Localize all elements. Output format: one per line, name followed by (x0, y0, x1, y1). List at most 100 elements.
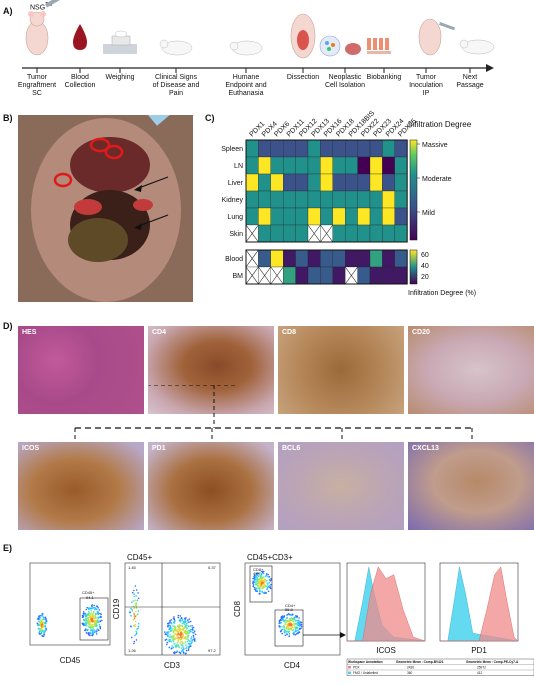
dissection-photo-drawing (18, 115, 193, 302)
event-dot (177, 614, 180, 617)
event-dot (89, 625, 91, 628)
event-dot (185, 647, 187, 650)
heatmap-cell (369, 156, 383, 175)
event-dot (94, 608, 96, 611)
event-dot (252, 577, 254, 580)
heatmap-cell (357, 249, 371, 268)
row-label: Kidney (222, 197, 244, 204)
event-dot (185, 628, 188, 630)
event-dot (193, 638, 195, 640)
event-dot (97, 613, 100, 616)
event-dot (288, 630, 290, 633)
event-dot (42, 632, 45, 634)
legend-level-label: Massive (422, 142, 448, 149)
event-dot (98, 629, 100, 631)
event-dot (286, 626, 288, 628)
event-dot (287, 613, 290, 615)
event-dot (168, 636, 171, 638)
event-dot (137, 610, 140, 612)
event-dot (168, 624, 170, 626)
event-dot (135, 603, 137, 606)
event-dot (299, 621, 302, 623)
next-passage-mouse-icon (459, 39, 495, 55)
event-dot (252, 580, 254, 583)
event-dot (180, 638, 183, 640)
plot-title: CD45+CD3+ (247, 553, 293, 562)
event-dot (171, 628, 173, 630)
event-dot (281, 619, 284, 621)
event-dot (86, 606, 88, 609)
event-dot (41, 614, 43, 617)
event-dot (132, 625, 135, 627)
event-dot (134, 585, 137, 587)
event-dot (86, 629, 89, 632)
event-dot (286, 614, 288, 616)
event-dot (131, 601, 133, 604)
heatmap-cell (320, 249, 333, 268)
event-dot (181, 628, 183, 631)
event-dot (94, 619, 96, 622)
event-dot (181, 649, 184, 651)
event-dot (84, 615, 87, 618)
heatmap-cell (332, 249, 346, 268)
heatmap-cell (345, 173, 358, 192)
event-dot (135, 589, 138, 591)
event-dot (96, 628, 99, 631)
heatmap-cell (283, 173, 296, 192)
heatmap-cell (258, 224, 271, 243)
event-dot (184, 631, 186, 633)
event-dot (254, 581, 256, 583)
heatmap-cell (382, 266, 395, 285)
event-dot (255, 575, 258, 577)
event-dot (40, 627, 42, 630)
event-dot (94, 621, 97, 623)
event-dot (169, 621, 171, 623)
event-dot (89, 627, 92, 629)
event-dot (252, 584, 255, 586)
event-dot (255, 572, 258, 575)
event-dot (90, 623, 92, 625)
micrograph-pd1: PD1 (148, 442, 274, 530)
event-dot (171, 635, 174, 638)
event-dot (190, 629, 192, 631)
event-dot (259, 589, 261, 591)
event-dot (286, 620, 289, 623)
event-dot (92, 616, 94, 619)
heatmap-cell (258, 173, 271, 192)
event-dot (135, 607, 138, 609)
event-dot (166, 641, 169, 644)
event-dot (93, 621, 95, 623)
heatmap-cell (369, 190, 383, 209)
event-dot (174, 627, 177, 630)
event-dot (268, 578, 271, 581)
event-dot (261, 577, 264, 580)
heatmap-cell (258, 139, 271, 158)
event-dot (294, 620, 297, 622)
heatmap-cell (369, 224, 383, 243)
event-dot (99, 620, 102, 623)
row-label: Skin (229, 231, 243, 238)
heatmap-cell (394, 224, 408, 243)
event-dot (179, 621, 182, 623)
legend-colorbar (409, 139, 418, 241)
event-dot (173, 620, 176, 622)
heatmap-cell (357, 139, 371, 158)
quadrant-value: 0.37 (208, 565, 217, 570)
event-dot (89, 613, 91, 615)
x-axis-label: ICOS (376, 646, 396, 655)
micrograph-label: ICOS (22, 445, 40, 452)
event-dot (179, 618, 181, 621)
heatmap-cell (369, 266, 383, 285)
event-dot (184, 630, 187, 632)
event-dot (92, 627, 94, 629)
event-dot (93, 604, 95, 607)
timeline-step-label: Blood Collection (64, 74, 96, 89)
stats-table (346, 658, 534, 676)
heatmap-cell (258, 156, 271, 175)
event-dot (294, 634, 297, 636)
event-dot (171, 645, 173, 647)
heatmap-cell (258, 190, 271, 209)
event-dot (173, 617, 175, 620)
heatmap-cell (295, 249, 309, 268)
dissection-photo (18, 115, 193, 302)
